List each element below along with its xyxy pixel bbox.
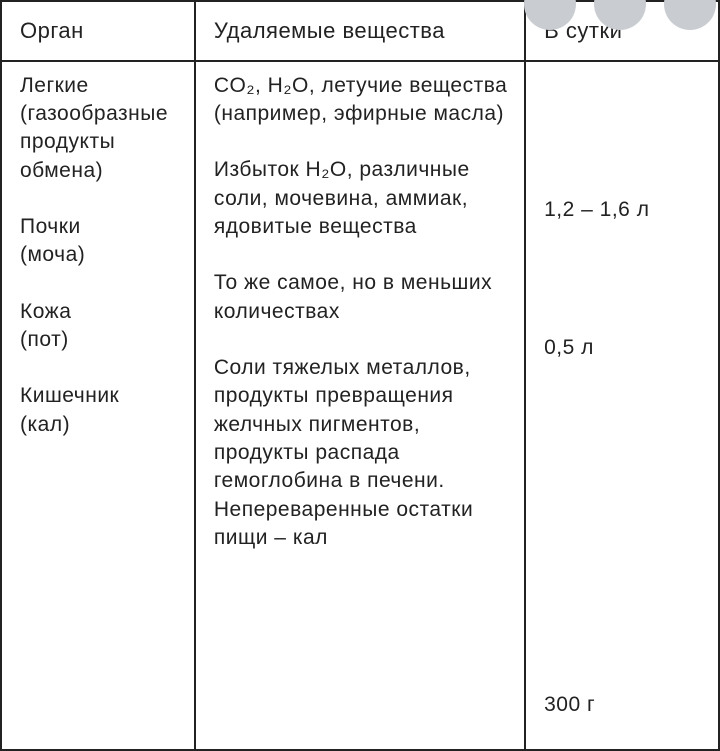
col-header-substances: Удаляемые вещества [195,1,525,61]
overlay-dots [524,0,716,30]
subst-intestine: Соли тяжелых металлов, продукты превраще… [214,354,510,552]
cell-daily: 1,2 – 1,6 л 0,5 л 300 г [525,61,719,750]
organ-name: Легкие [20,72,180,100]
daily-skin: 0,5 л [544,334,704,362]
cell-substances: CO₂, H₂O, летучие вещества (например, эф… [195,61,525,750]
organ-block-lungs: Легкие (газообразные продукты обмена) [20,72,180,185]
table-body-row: Легкие (газообразные продукты обмена) По… [1,61,719,750]
daily-lungs [544,72,704,168]
organ-block-skin: Кожа (пот) [20,298,180,355]
daily-kidneys: 1,2 – 1,6 л [544,196,704,306]
subst-lungs: CO₂, H₂O, летучие вещества (например, эф… [214,72,510,129]
page: Орган Удаляемые вещества В сутки Легкие … [0,0,720,751]
dot-icon [664,0,716,30]
organ-block-intestine: Кишечник (кал) [20,382,180,439]
organ-name: Кожа [20,298,180,326]
dot-icon [594,0,646,30]
cell-organs: Легкие (газообразные продукты обмена) По… [1,61,195,750]
organ-name: Кишечник [20,382,180,410]
excretion-table: Орган Удаляемые вещества В сутки Легкие … [0,0,720,751]
organ-name: Почки [20,213,180,241]
daily-intestine: 300 г [544,691,595,719]
organ-note: (пот) [20,326,180,354]
organ-note: (кал) [20,411,180,439]
subst-kidneys: Избыток H₂O, различные соли, мочевина, а… [214,156,510,241]
organ-note: (газообразные продукты обмена) [20,100,180,185]
organ-block-kidneys: Почки (моча) [20,213,180,270]
organ-note: (моча) [20,241,180,269]
subst-skin: То же самое, но в меньших количествах [214,269,510,326]
dot-icon [524,0,576,30]
col-header-organ: Орган [1,1,195,61]
